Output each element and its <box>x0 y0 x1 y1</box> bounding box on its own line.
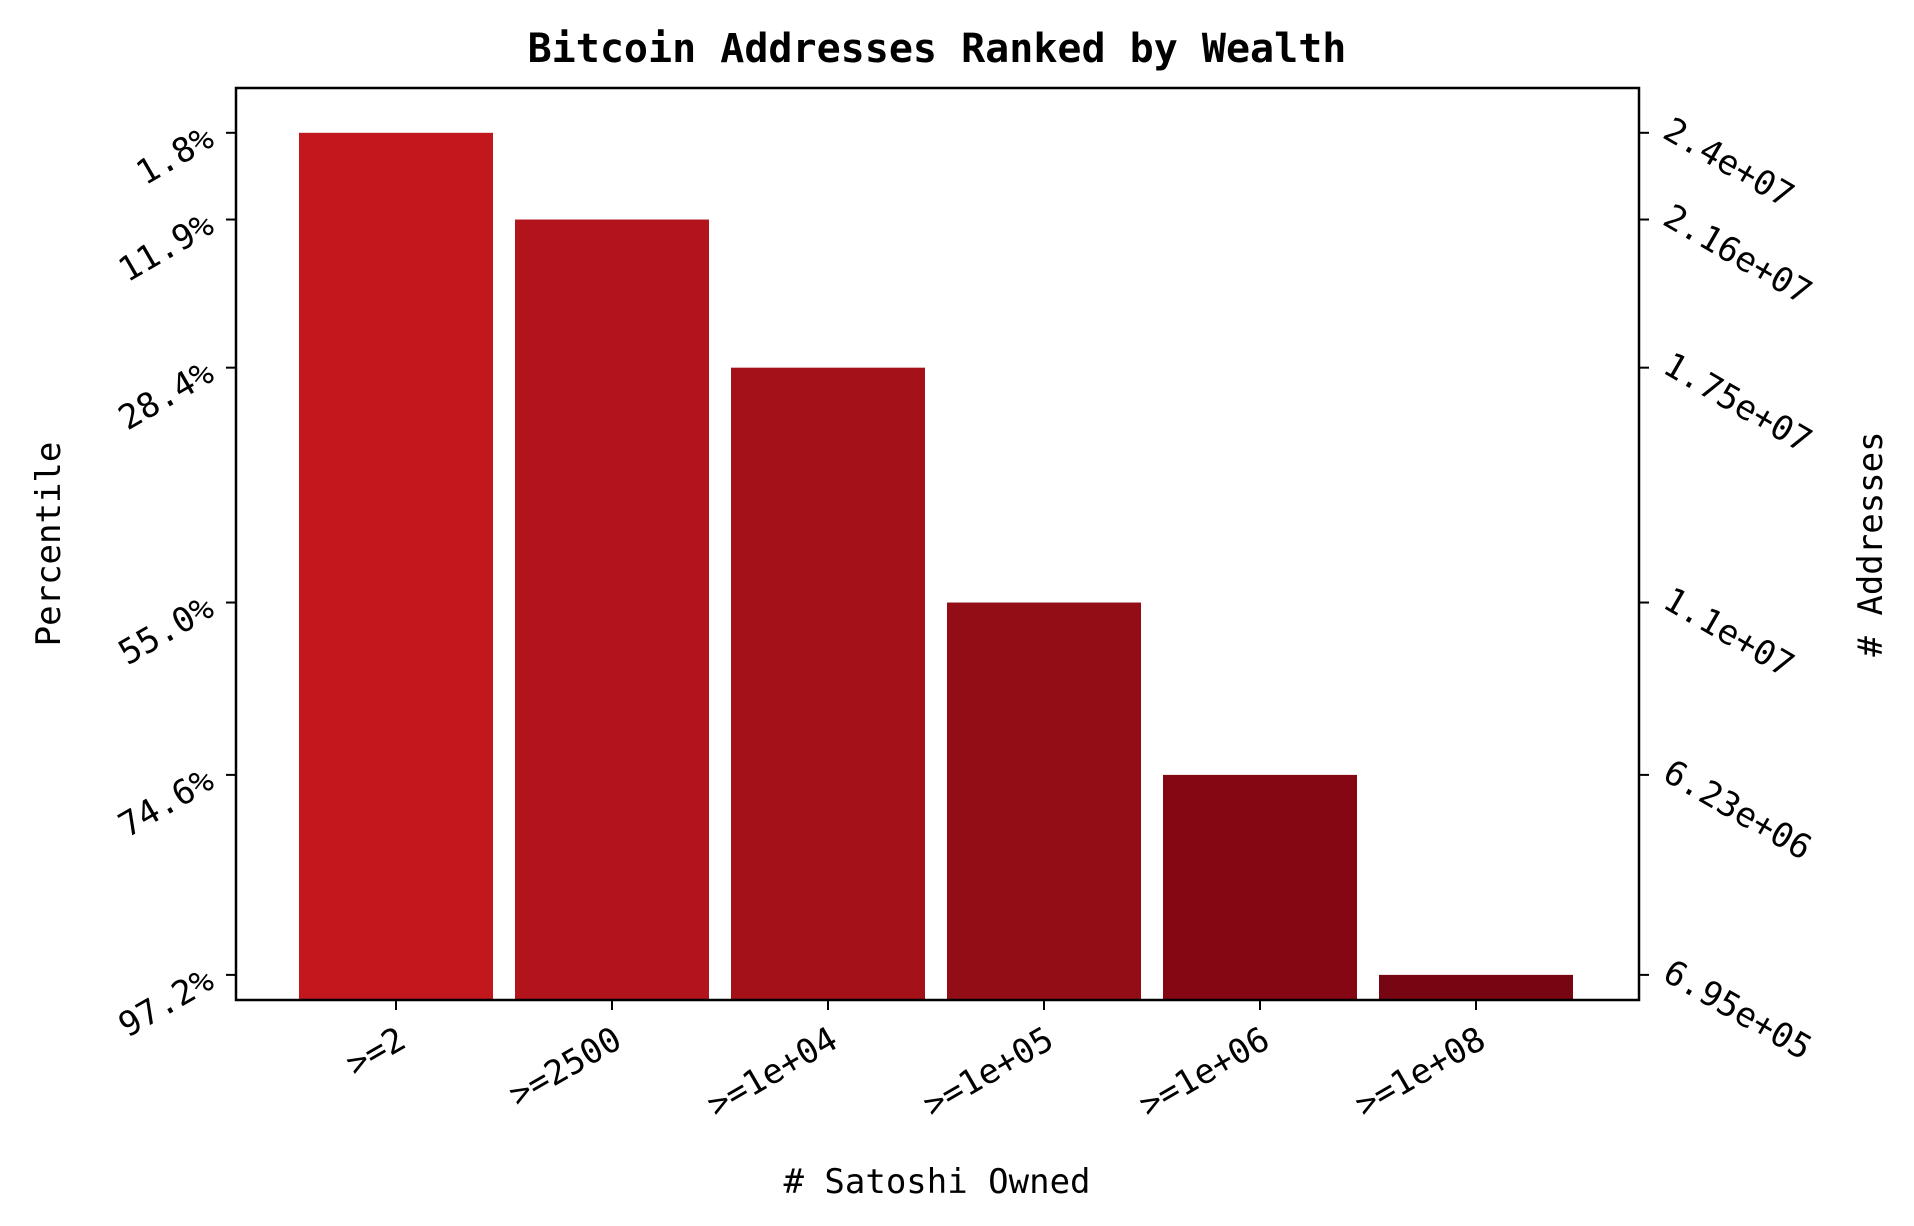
y-left-tick-label: 97.2% <box>112 960 221 1046</box>
x-tick-label: >=1e+04 <box>700 1019 844 1125</box>
y-left-tick-label: 74.6% <box>112 760 221 846</box>
bar-1 <box>299 132 493 1001</box>
y-left-tick-label: 28.4% <box>112 353 221 439</box>
y2-axis-label: # Addresses <box>1851 431 1891 656</box>
y-axis-label: Percentile <box>29 442 69 647</box>
y-left-tick-label: 1.8% <box>130 118 221 194</box>
bar-5 <box>1163 774 1357 1000</box>
bar-4 <box>947 602 1141 1000</box>
y-right-tick-label: 6.23e+06 <box>1657 752 1819 869</box>
bar-2 <box>515 219 709 1001</box>
bar-6 <box>1379 974 1573 1000</box>
y-left-tick-label: 11.9% <box>112 205 221 291</box>
x-tick-label: >=1e+08 <box>1348 1019 1492 1125</box>
x-tick-label: >=2500 <box>502 1019 628 1115</box>
y-right-tick-label: 6.95e+05 <box>1657 952 1819 1069</box>
x-tick-label: >=1e+05 <box>916 1019 1060 1125</box>
x-tick-label: >=2 <box>339 1019 412 1084</box>
y-right-tick-label: 1.75e+07 <box>1657 345 1819 462</box>
y-left-tick-label: 55.0% <box>112 588 221 674</box>
bar-3 <box>731 367 925 1000</box>
y-right-tick-label: 1.1e+07 <box>1657 580 1801 686</box>
x-tick-label: >=1e+06 <box>1132 1019 1276 1125</box>
bars-layer <box>299 132 1573 1001</box>
y-right-tick-label: 2.16e+07 <box>1657 197 1819 314</box>
plot-frame <box>234 86 1641 1002</box>
chart-title: Bitcoin Addresses Ranked by Wealth <box>528 26 1347 72</box>
x-axis-label: # Satoshi Owned <box>783 1162 1090 1202</box>
